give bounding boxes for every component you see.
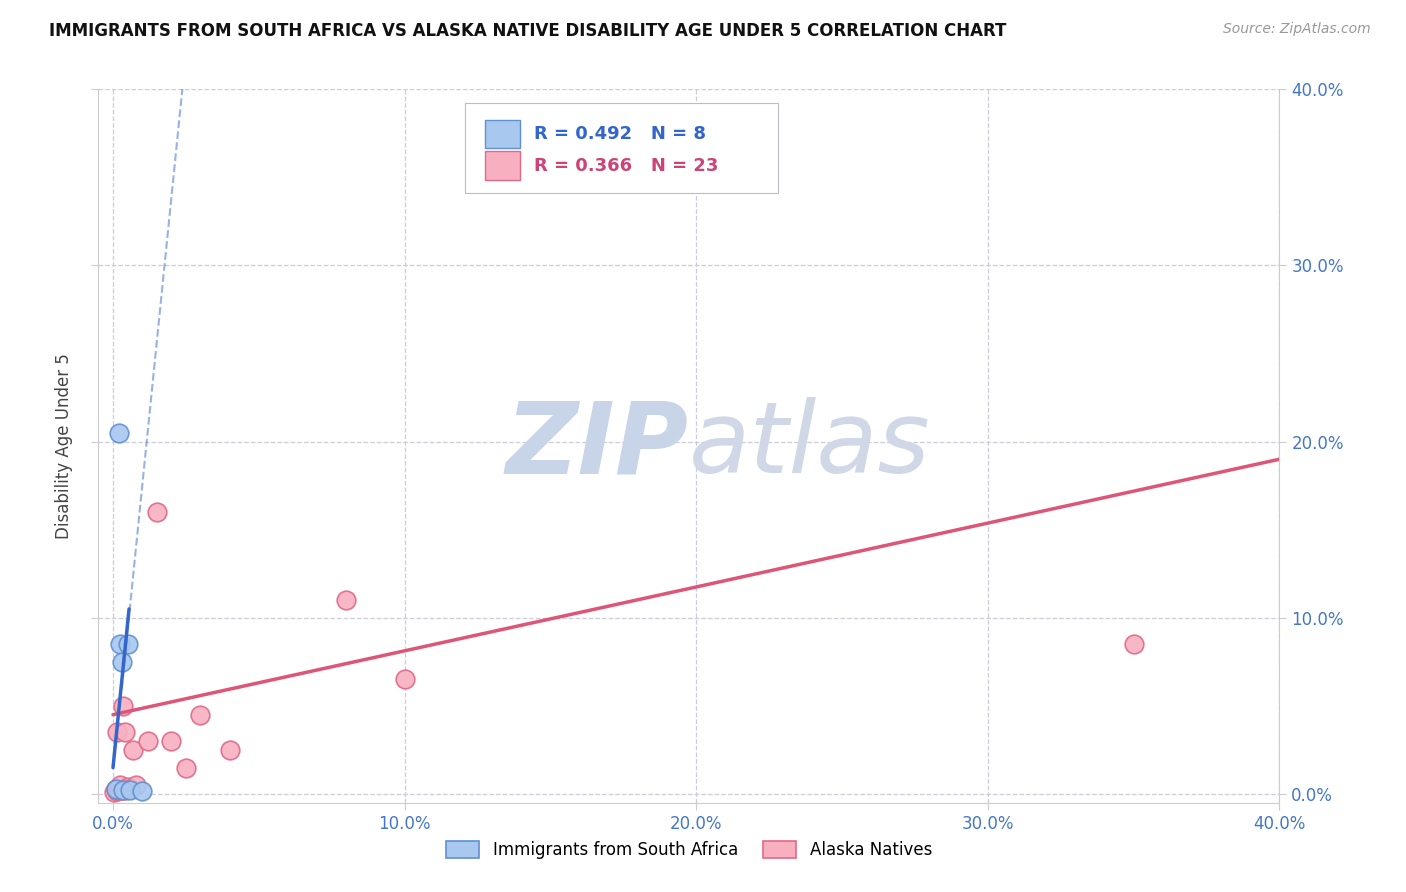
Point <box>115 783 138 797</box>
Text: ZIP: ZIP <box>506 398 689 494</box>
Point <box>122 743 145 757</box>
Point <box>112 783 135 797</box>
Point <box>117 780 139 794</box>
Point <box>111 655 134 669</box>
Point <box>105 725 128 739</box>
Y-axis label: Disability Age Under 5: Disability Age Under 5 <box>55 353 73 539</box>
Point <box>103 785 125 799</box>
Text: atlas: atlas <box>689 398 931 494</box>
FancyBboxPatch shape <box>464 103 778 193</box>
Point <box>174 760 197 774</box>
FancyBboxPatch shape <box>485 152 520 180</box>
Point <box>131 784 153 798</box>
Point <box>125 778 148 792</box>
Point <box>218 743 240 757</box>
Point <box>160 734 183 748</box>
Legend: Immigrants from South Africa, Alaska Natives: Immigrants from South Africa, Alaska Nat… <box>439 834 939 866</box>
Point <box>394 673 416 687</box>
Point <box>1122 637 1144 651</box>
Text: IMMIGRANTS FROM SOUTH AFRICA VS ALASKA NATIVE DISABILITY AGE UNDER 5 CORRELATION: IMMIGRANTS FROM SOUTH AFRICA VS ALASKA N… <box>49 22 1007 40</box>
FancyBboxPatch shape <box>485 120 520 148</box>
Point <box>105 784 128 798</box>
Point <box>335 593 357 607</box>
Point <box>110 637 132 651</box>
Text: R = 0.366   N = 23: R = 0.366 N = 23 <box>534 157 718 175</box>
Point <box>145 505 167 519</box>
Text: Source: ZipAtlas.com: Source: ZipAtlas.com <box>1223 22 1371 37</box>
Point <box>111 782 134 797</box>
Point <box>190 707 212 722</box>
Point <box>117 637 139 651</box>
Text: R = 0.492   N = 8: R = 0.492 N = 8 <box>534 125 706 143</box>
Point <box>108 783 131 797</box>
Point <box>110 778 132 792</box>
Point <box>108 425 131 440</box>
Point <box>112 698 135 713</box>
Point <box>120 783 142 797</box>
Point <box>120 781 142 796</box>
Point <box>104 781 127 796</box>
Point <box>104 781 127 796</box>
Point <box>114 725 136 739</box>
Point <box>136 734 159 748</box>
